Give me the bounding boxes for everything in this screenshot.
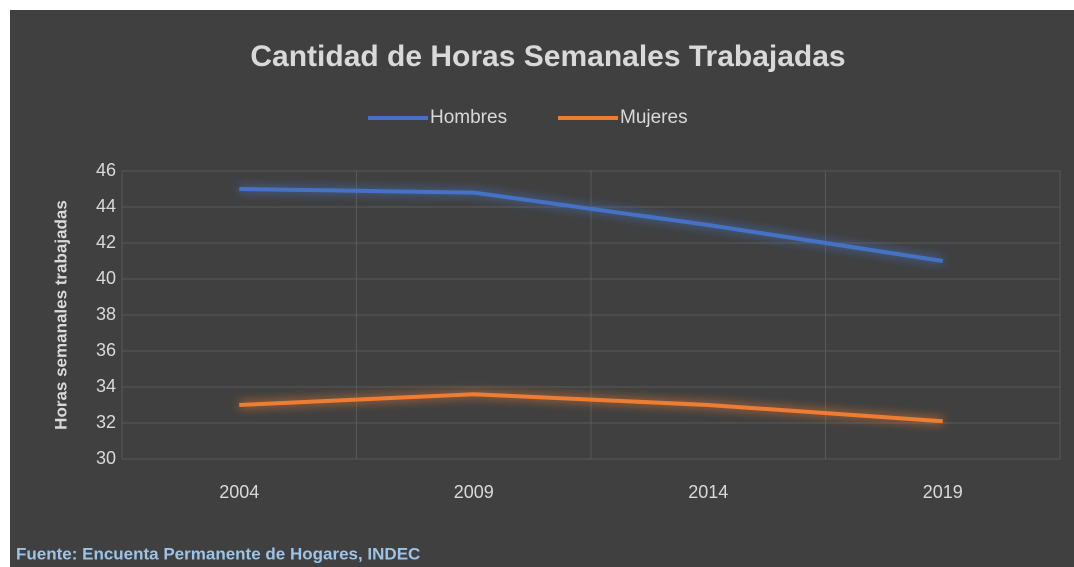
x-tick-label: 2014 xyxy=(688,482,728,502)
x-tick-label: 2004 xyxy=(219,482,259,502)
y-axis-label: Horas semanales trabajadas xyxy=(51,200,70,430)
y-tick-label: 34 xyxy=(96,376,116,396)
y-tick-label: 40 xyxy=(96,268,116,288)
y-tick-label: 30 xyxy=(96,448,116,468)
chart-background xyxy=(10,10,1074,567)
y-tick-label: 46 xyxy=(96,160,116,180)
y-tick-label: 42 xyxy=(96,232,116,252)
y-tick-label: 38 xyxy=(96,304,116,324)
source-note: Fuente: Encuenta Permanente de Hogares, … xyxy=(16,544,420,563)
x-tick-label: 2019 xyxy=(923,482,963,502)
legend-label: Hombres xyxy=(430,107,507,128)
legend-label: Mujeres xyxy=(620,107,688,128)
y-tick-label: 44 xyxy=(96,196,116,216)
y-tick-label: 36 xyxy=(96,340,116,360)
y-tick-label: 32 xyxy=(96,412,116,432)
x-tick-label: 2009 xyxy=(454,482,494,502)
chart-title: Cantidad de Horas Semanales Trabajadas xyxy=(250,40,845,73)
data-line xyxy=(239,187,944,263)
data-line xyxy=(239,392,943,424)
